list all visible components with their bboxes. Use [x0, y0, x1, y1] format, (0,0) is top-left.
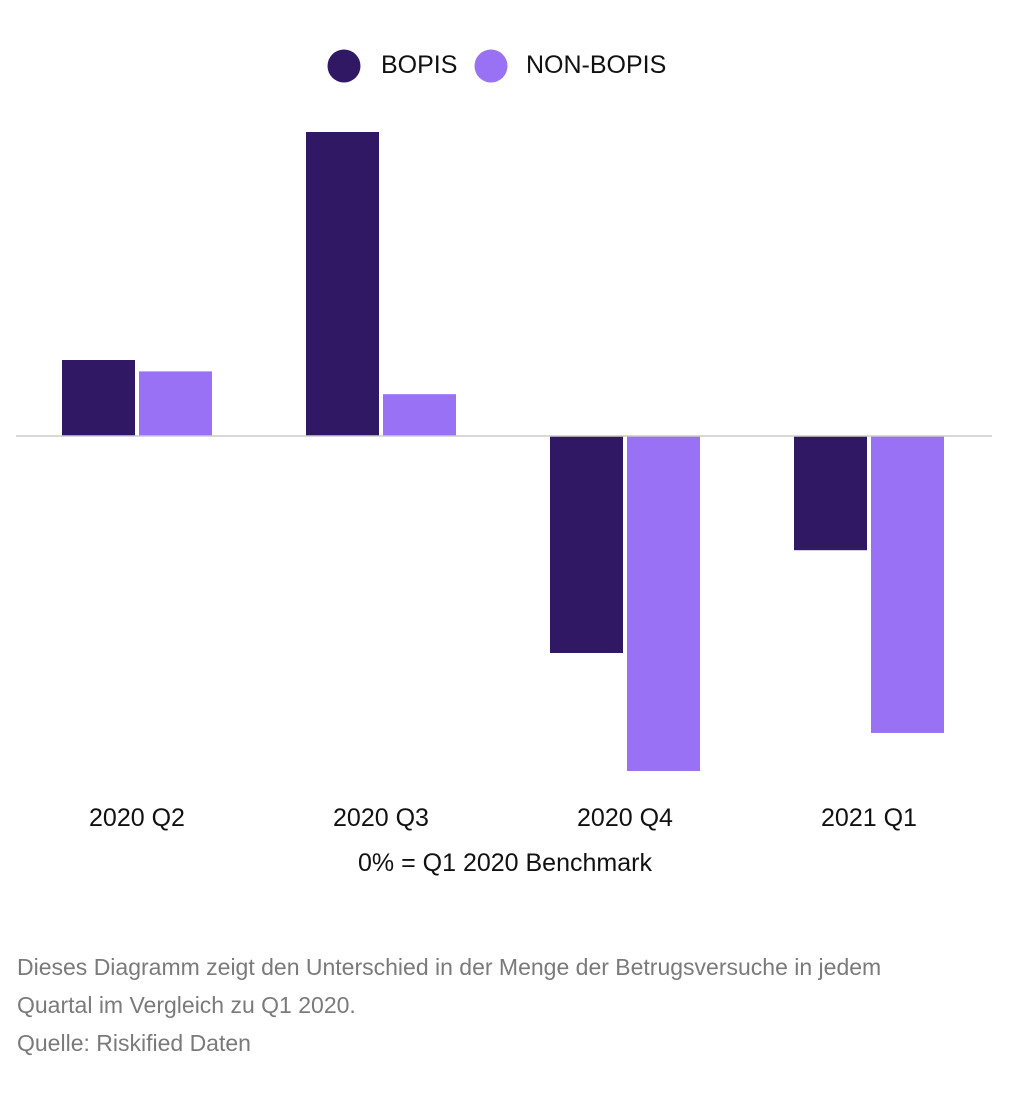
- x-tick-label: 2020 Q2: [89, 804, 185, 832]
- bar-bopis-2020-q4: [550, 436, 623, 653]
- caption-source: Quelle: Riskified Daten: [17, 1030, 251, 1056]
- x-axis-tick-labels: 2020 Q2 2020 Q3 2020 Q4 2021 Q1: [89, 804, 917, 832]
- bar-non-bopis-2020-q2: [139, 371, 212, 436]
- bar-non-bopis-2021-q1: [871, 436, 944, 733]
- legend-label-bopis: BOPIS: [381, 51, 457, 79]
- chart-caption: Dieses Diagramm zeigt den Unterschied in…: [17, 948, 997, 1062]
- bar-chart: BOPIS NON-BOPIS 2020 Q2 2020 Q3 2020 Q4 2021…: [16, 49, 992, 877]
- bar-bopis-2021-q1: [794, 436, 867, 551]
- chart-bars: [62, 132, 944, 771]
- x-tick-label: 2020 Q3: [333, 804, 429, 832]
- caption-line: Dieses Diagramm zeigt den Unterschied in…: [17, 954, 882, 980]
- caption-line: Quartal im Vergleich zu Q1 2020.: [17, 992, 356, 1018]
- legend-label-non-bopis: NON-BOPIS: [526, 51, 666, 79]
- x-tick-label: 2020 Q4: [577, 804, 673, 832]
- bar-non-bopis-2020-q3: [383, 394, 456, 436]
- bar-bopis-2020-q3: [306, 132, 379, 436]
- bar-non-bopis-2020-q4: [627, 436, 700, 771]
- x-tick-label: 2021 Q1: [821, 804, 917, 832]
- bar-bopis-2020-q2: [62, 360, 135, 436]
- chart-legend: BOPIS NON-BOPIS: [327, 49, 666, 83]
- legend-swatch-bopis: [327, 49, 361, 83]
- legend-swatch-non-bopis: [474, 49, 508, 83]
- x-axis-label: 0% = Q1 2020 Benchmark: [358, 849, 652, 877]
